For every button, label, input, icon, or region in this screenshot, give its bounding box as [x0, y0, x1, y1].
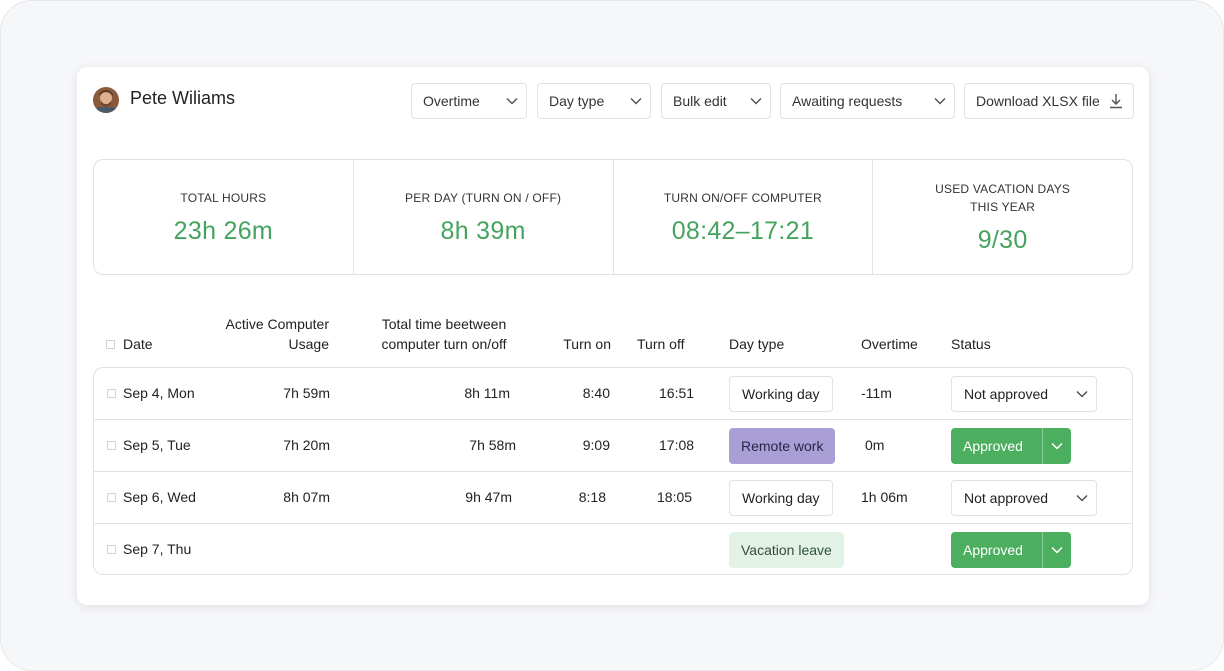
- status-select[interactable]: Not approved: [951, 480, 1097, 516]
- chevron-down-icon: [1051, 442, 1063, 450]
- day-type-dropdown-label: Day type: [549, 93, 605, 109]
- select-divider: [1042, 428, 1043, 464]
- stat-label: TURN ON/OFF COMPUTER: [663, 190, 822, 205]
- cell-total: 9h 47m: [465, 489, 512, 505]
- overtime-dropdown[interactable]: Overtime: [411, 83, 527, 119]
- timesheet-table: Sep 4, Mon 7h 59m 8h 11m 8:40 16:51 Work…: [93, 367, 1133, 575]
- download-icon: [1110, 94, 1122, 109]
- select-divider: [1042, 532, 1043, 568]
- cell-turn-on: 9:09: [582, 437, 610, 453]
- header-date: Date: [123, 336, 153, 352]
- cell-turn-on: 8:40: [582, 385, 610, 401]
- cell-date: Sep 6, Wed: [123, 489, 196, 505]
- cell-turn-off: 16:51: [659, 385, 695, 401]
- cell-turn-off: 18:05: [657, 489, 693, 505]
- stat-per-day: PER DAY (TURN ON / OFF) 8h 39m: [354, 160, 614, 274]
- chevron-down-icon: [1076, 390, 1088, 398]
- header-total-line1: Total time beetween: [381, 316, 507, 332]
- chevron-down-icon: [1051, 546, 1063, 554]
- chevron-down-icon: [750, 97, 762, 105]
- cell-overtime: 1h 06m: [861, 489, 908, 505]
- download-xlsx-button[interactable]: Download XLSX file: [964, 83, 1134, 119]
- cell-date: Sep 5, Tue: [123, 437, 191, 453]
- chevron-down-icon: [1076, 494, 1088, 502]
- day-type-tag[interactable]: Working day: [729, 376, 833, 412]
- status-label: Approved: [963, 542, 1023, 558]
- stat-label: USED VACATION DAYS THIS YEAR: [935, 181, 1071, 214]
- select-all-checkbox[interactable]: [106, 340, 115, 349]
- header-active-line1: Active Computer: [225, 316, 329, 332]
- timesheet-card: Pete Wiliams Overtime Day type Bulk edit…: [77, 67, 1149, 605]
- status-label: Approved: [963, 438, 1023, 454]
- status-label: Not approved: [964, 386, 1049, 402]
- table-row: Sep 6, Wed 8h 07m 9h 47m 8:18 18:05 Work…: [94, 472, 1132, 524]
- stat-turn-on-off: TURN ON/OFF COMPUTER 08:42–17:21: [614, 160, 874, 274]
- chevron-down-icon: [506, 97, 518, 105]
- row-checkbox[interactable]: [107, 493, 116, 502]
- header-total-line2: computer turn on/off: [381, 336, 507, 352]
- bulk-edit-dropdown[interactable]: Bulk edit: [661, 83, 771, 119]
- download-xlsx-label: Download XLSX file: [976, 93, 1100, 109]
- status-select[interactable]: Approved: [951, 428, 1071, 464]
- cell-active: 7h 59m: [283, 385, 330, 401]
- stat-label: TOTAL HOURS: [180, 190, 267, 205]
- row-checkbox[interactable]: [107, 441, 116, 450]
- header-active-usage: Active Computer Usage: [199, 314, 329, 354]
- header-total-time: Total time beetween computer turn on/off: [359, 314, 529, 354]
- header-overtime: Overtime: [861, 336, 918, 352]
- chevron-down-icon: [934, 97, 946, 105]
- stat-label: PER DAY (TURN ON / OFF): [405, 190, 562, 205]
- table-row: Sep 4, Mon 7h 59m 8h 11m 8:40 16:51 Work…: [94, 368, 1132, 420]
- header-day-type: Day type: [729, 336, 785, 352]
- header-status: Status: [951, 336, 991, 352]
- row-checkbox[interactable]: [107, 389, 116, 398]
- status-select[interactable]: Not approved: [951, 376, 1097, 412]
- cell-turn-off: 17:08: [659, 437, 695, 453]
- day-type-tag[interactable]: Working day: [729, 480, 833, 516]
- cell-overtime: -11m: [861, 385, 892, 401]
- table-row: Sep 7, Thu Vacation leave Approved: [94, 524, 1132, 574]
- cell-total: 8h 11m: [464, 385, 510, 401]
- user-name: Pete Wiliams: [130, 88, 236, 108]
- cell-active: 8h 07m: [283, 489, 330, 505]
- overtime-dropdown-label: Overtime: [423, 93, 480, 109]
- header-turn-on: Turn on: [563, 336, 611, 352]
- cell-active: 7h 20m: [283, 437, 330, 453]
- stat-vacation-days: USED VACATION DAYS THIS YEAR 9/30: [873, 160, 1132, 274]
- cell-overtime: 0m: [865, 437, 885, 453]
- avatar: [93, 87, 119, 113]
- cell-turn-on: 8:18: [578, 489, 606, 505]
- header-active-line2: Usage: [288, 336, 329, 352]
- chevron-down-icon: [630, 97, 642, 105]
- stat-value: 23h 26m: [173, 216, 274, 245]
- awaiting-requests-dropdown-label: Awaiting requests: [792, 93, 903, 109]
- stat-value: 08:42–17:21: [671, 216, 815, 245]
- cell-total: 7h 58m: [469, 437, 516, 453]
- day-type-dropdown[interactable]: Day type: [537, 83, 651, 119]
- day-type-tag[interactable]: Vacation leave: [729, 532, 844, 568]
- stat-total-hours: TOTAL HOURS 23h 26m: [94, 160, 354, 274]
- table-row: Sep 5, Tue 7h 20m 7h 58m 9:09 17:08 Remo…: [94, 420, 1132, 472]
- cell-date: Sep 7, Thu: [123, 541, 192, 557]
- day-type-tag[interactable]: Remote work: [729, 428, 836, 464]
- status-select[interactable]: Approved: [951, 532, 1071, 568]
- bulk-edit-dropdown-label: Bulk edit: [673, 93, 727, 109]
- stat-value: 9/30: [977, 225, 1028, 254]
- stats-panel: TOTAL HOURS 23h 26m PER DAY (TURN ON / O…: [93, 159, 1133, 275]
- row-checkbox[interactable]: [107, 545, 116, 554]
- awaiting-requests-dropdown[interactable]: Awaiting requests: [780, 83, 955, 119]
- stat-value: 8h 39m: [440, 216, 526, 245]
- header-turn-off: Turn off: [637, 336, 685, 352]
- status-label: Not approved: [964, 490, 1049, 506]
- cell-date: Sep 4, Mon: [123, 385, 195, 401]
